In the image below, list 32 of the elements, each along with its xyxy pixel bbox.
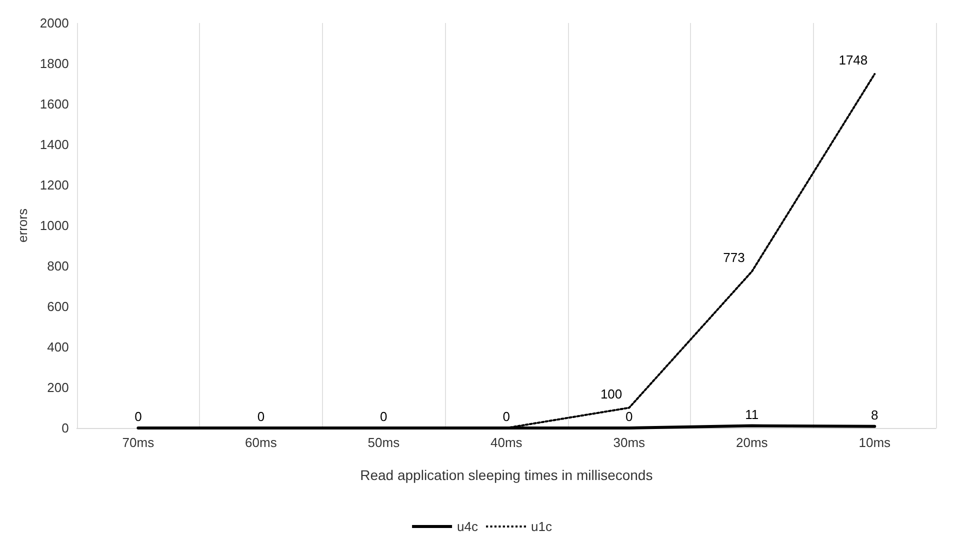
y-tick-label: 1800 [40,56,69,71]
data-label: 1748 [838,52,868,68]
data-label: 0 [502,409,510,424]
legend-label: u1c [531,519,552,534]
y-tick-label: 1400 [40,137,69,152]
data-label: 773 [723,250,745,265]
legend-label: u4c [457,519,478,534]
y-tick-label: 800 [47,258,69,274]
y-tick-label: 1000 [40,218,69,233]
y-tick-label: 1200 [40,178,69,192]
data-label: 0 [380,409,388,424]
data-label: 8 [871,407,878,422]
x-tick-label: 30ms [613,435,646,450]
x-tick-label: 50ms [368,435,400,450]
x-tick-label: 20ms [736,435,768,450]
y-tick-label: 200 [47,380,69,395]
x-tick-label: 10ms [858,435,892,450]
y-tick-label: 2000 [40,16,69,30]
data-label: 0 [626,409,633,424]
data-label: 0 [134,409,142,424]
x-tick-label: 60ms [245,435,278,450]
x-tick-label: 40ms [490,435,523,450]
y-tick-label: 1600 [40,96,69,112]
x-axis-title: Read application sleeping times in milliseconds [360,467,653,483]
data-label: 100 [600,386,622,402]
data-label: 0 [257,409,265,424]
y-tick-label: 600 [47,299,69,314]
y-axis-title: errors [15,208,30,242]
x-tick-label: 70ms [122,435,155,450]
y-tick-label: 400 [47,340,69,354]
y-tick-label: 0 [62,420,69,436]
data-label: 11 [745,406,759,422]
